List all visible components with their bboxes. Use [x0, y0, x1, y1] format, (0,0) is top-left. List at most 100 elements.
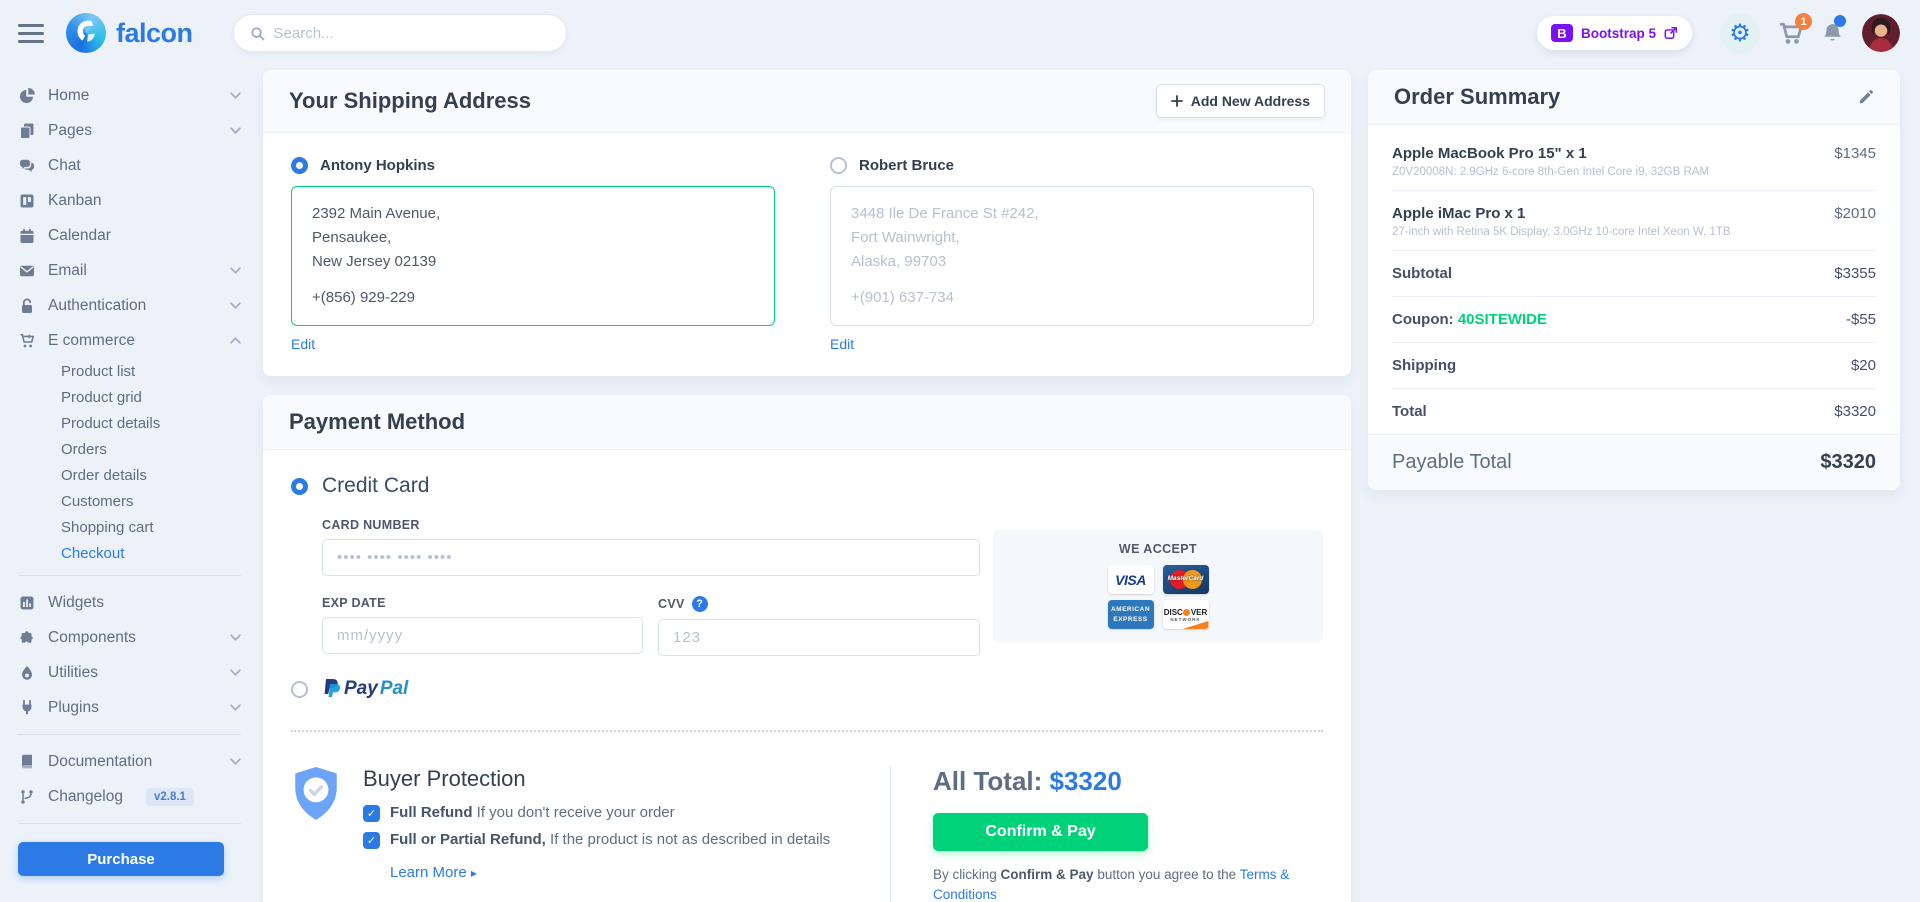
- cart-plus-icon: [18, 333, 35, 349]
- sidebar-item-changelog[interactable]: Changelog v2.8.1: [18, 779, 241, 814]
- sidebar-item-home[interactable]: Home: [18, 78, 241, 113]
- terms-and-conditions-link[interactable]: Terms & Conditions: [933, 867, 1290, 902]
- fire-icon: [18, 665, 35, 681]
- purchase-button[interactable]: Purchase: [18, 842, 224, 876]
- settings-button[interactable]: ⚙: [1720, 13, 1760, 53]
- gear-icon: ⚙: [1729, 19, 1751, 47]
- brand-logo[interactable]: falcon: [66, 13, 193, 53]
- radio-unselected-icon[interactable]: [830, 157, 847, 174]
- chevron-down-icon: [230, 267, 241, 274]
- search-input[interactable]: [273, 24, 550, 42]
- chevron-up-icon: [230, 337, 241, 344]
- shipping-title: Your Shipping Address: [289, 88, 532, 113]
- user-avatar[interactable]: [1862, 14, 1900, 52]
- radio-selected-icon[interactable]: [291, 157, 308, 174]
- protection-item: ✓ Full Refund If you don't receive your …: [363, 804, 830, 822]
- pages-icon: [18, 123, 35, 139]
- sidebar-item-email[interactable]: Email: [18, 253, 241, 288]
- edit-order-button[interactable]: [1858, 89, 1874, 105]
- discover-card-icon: DISC VER NETWORK: [1162, 600, 1209, 629]
- order-item: Apple iMac Pro x 1 $2010 27-inch with Re…: [1392, 191, 1876, 251]
- sidebar-divider: [18, 575, 241, 576]
- edit-address-link[interactable]: Edit: [291, 336, 316, 352]
- sidebar-item-chat[interactable]: Chat: [18, 148, 241, 183]
- sidebar-item-widgets[interactable]: Widgets: [18, 585, 241, 620]
- credit-card-radio-row[interactable]: Credit Card: [291, 474, 1323, 498]
- add-new-address-label: Add New Address: [1190, 93, 1310, 109]
- card-number-input[interactable]: [322, 539, 980, 576]
- search-bar[interactable]: [232, 14, 567, 52]
- buyer-protection-section: Buyer Protection ✓ Full Refund If you do…: [291, 766, 890, 902]
- protection-item: ✓ Full or Partial Refund, If the product…: [363, 831, 830, 849]
- sidebar-item-calendar[interactable]: Calendar: [18, 218, 241, 253]
- sidebar-item-kanban[interactable]: Kanban: [18, 183, 241, 218]
- learn-more-link[interactable]: Learn More ▸: [390, 864, 477, 881]
- chevron-down-icon: [230, 758, 241, 765]
- sidebar-item-utilities[interactable]: Utilities: [18, 655, 241, 690]
- address-line: Alaska, 99703: [851, 253, 947, 270]
- address-box-selected: 2392 Main Avenue, Pensaukee, New Jersey …: [291, 186, 775, 326]
- sidebar-item-checkout[interactable]: Checkout: [61, 544, 125, 562]
- main-content: Your Shipping Address Add New Address An…: [263, 66, 1920, 902]
- cart-count-badge: 1: [1795, 13, 1812, 30]
- bootstrap5-badge[interactable]: B Bootstrap 5: [1536, 16, 1692, 50]
- sidebar-item-product-list[interactable]: Product list: [61, 362, 136, 380]
- edit-address-link[interactable]: Edit: [830, 336, 855, 352]
- confirm-and-pay-button[interactable]: Confirm & Pay: [933, 813, 1148, 851]
- sidebar-label: Changelog: [48, 787, 123, 805]
- add-new-address-button[interactable]: Add New Address: [1155, 84, 1325, 118]
- sidebar-label: Calendar: [48, 226, 111, 244]
- payable-total-value: $3320: [1820, 451, 1876, 473]
- bootstrap-badge-label: Bootstrap 5: [1580, 25, 1656, 41]
- order-summary-title: Order Summary: [1394, 84, 1561, 109]
- paypal-icon: [324, 679, 341, 697]
- sidebar-label: Chat: [48, 156, 81, 174]
- shield-check-icon: [295, 767, 337, 820]
- address-option-2: Robert Bruce 3448 Ile De France St #242,…: [830, 157, 1314, 354]
- sidebar-item-ecommerce[interactable]: E commerce: [18, 323, 241, 358]
- all-total-amount: $3320: [1049, 766, 1122, 796]
- pie-chart-icon: [18, 87, 35, 104]
- kanban-icon: [18, 193, 35, 209]
- credit-card-label: Credit Card: [322, 474, 430, 497]
- address-radio-row[interactable]: Robert Bruce: [830, 157, 1314, 174]
- cvv-help-icon[interactable]: ?: [691, 596, 708, 612]
- coupon-code: 40SITEWIDE: [1457, 311, 1547, 328]
- sidebar-item-pages[interactable]: Pages: [18, 113, 241, 148]
- book-icon: [18, 754, 35, 770]
- payment-title: Payment Method: [289, 409, 466, 434]
- sidebar-item-product-grid[interactable]: Product grid: [61, 388, 142, 406]
- sidebar-item-components[interactable]: Components: [18, 620, 241, 655]
- checked-checkbox-icon[interactable]: ✓: [363, 805, 380, 822]
- sidebar-item-product-details[interactable]: Product details: [61, 414, 161, 432]
- sidebar-item-customers[interactable]: Customers: [61, 492, 134, 510]
- checked-checkbox-icon[interactable]: ✓: [363, 832, 380, 849]
- address-radio-row[interactable]: Antony Hopkins: [291, 157, 775, 174]
- sidebar-item-documentation[interactable]: Documentation: [18, 744, 241, 779]
- sidebar-item-orders[interactable]: Orders: [61, 440, 107, 458]
- bootstrap-logo-icon: B: [1550, 24, 1573, 42]
- address-line: 3448 Ile De France St #242,: [851, 205, 1039, 222]
- sidebar-item-order-details[interactable]: Order details: [61, 466, 147, 484]
- payment-method-card: Payment Method Credit Card CARD NUMBER E…: [263, 395, 1351, 902]
- sidebar-item-plugins[interactable]: Plugins: [18, 690, 241, 725]
- notification-dot: [1834, 15, 1846, 27]
- radio-selected-icon[interactable]: [291, 477, 308, 495]
- terms-note: By clicking Confirm & Pay button you agr…: [933, 867, 1290, 902]
- sidebar-item-shopping-cart[interactable]: Shopping cart: [61, 518, 154, 536]
- item-name: Apple iMac Pro x 1: [1392, 205, 1526, 222]
- buyer-protection-title: Buyer Protection: [363, 766, 526, 791]
- hamburger-menu-icon[interactable]: [18, 23, 44, 43]
- exp-date-input[interactable]: [322, 617, 643, 654]
- notifications-button[interactable]: [1821, 15, 1846, 45]
- amex-card-icon: AMERICAN EXPRESS: [1107, 600, 1154, 629]
- radio-unselected-icon[interactable]: [291, 680, 308, 698]
- sidebar-label: Email: [48, 261, 87, 279]
- cart-button[interactable]: 1: [1778, 13, 1812, 45]
- visa-card-icon: VISA: [1107, 565, 1154, 594]
- sidebar-item-authentication[interactable]: Authentication: [18, 288, 241, 323]
- sidebar: Home Pages Chat Kanban Calendar Email Au…: [0, 66, 263, 902]
- cvv-input[interactable]: [658, 619, 980, 656]
- topbar-actions: B Bootstrap 5 ⚙ 1: [1536, 13, 1900, 53]
- paypal-radio-row[interactable]: Pay Pal: [291, 678, 1323, 700]
